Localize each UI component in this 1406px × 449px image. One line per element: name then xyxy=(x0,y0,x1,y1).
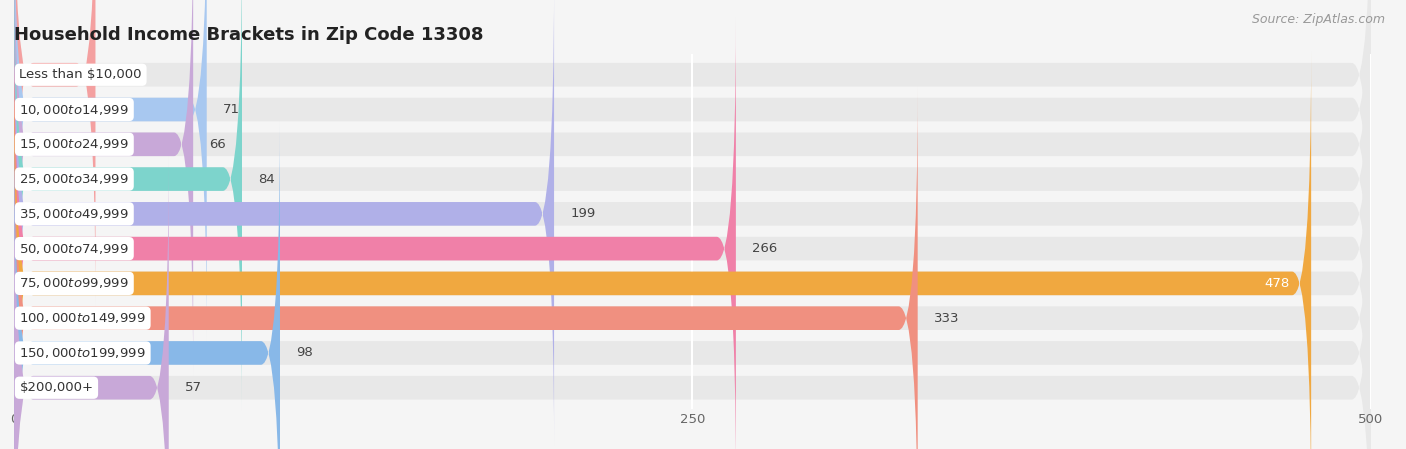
Text: $75,000 to $99,999: $75,000 to $99,999 xyxy=(20,277,129,291)
FancyBboxPatch shape xyxy=(14,17,735,449)
FancyBboxPatch shape xyxy=(14,156,1371,449)
Text: 66: 66 xyxy=(209,138,226,151)
FancyBboxPatch shape xyxy=(14,0,1371,341)
FancyBboxPatch shape xyxy=(14,0,207,341)
Text: 57: 57 xyxy=(186,381,202,394)
Text: 266: 266 xyxy=(752,242,778,255)
Text: 30: 30 xyxy=(111,68,128,81)
FancyBboxPatch shape xyxy=(14,0,1371,376)
Text: 478: 478 xyxy=(1264,277,1289,290)
Text: $25,000 to $34,999: $25,000 to $34,999 xyxy=(20,172,129,186)
Text: Less than $10,000: Less than $10,000 xyxy=(20,68,142,81)
FancyBboxPatch shape xyxy=(14,52,1371,449)
FancyBboxPatch shape xyxy=(14,0,242,411)
Text: Source: ZipAtlas.com: Source: ZipAtlas.com xyxy=(1251,13,1385,26)
FancyBboxPatch shape xyxy=(14,87,1371,449)
FancyBboxPatch shape xyxy=(14,121,280,449)
FancyBboxPatch shape xyxy=(14,17,1371,449)
FancyBboxPatch shape xyxy=(14,0,1371,411)
FancyBboxPatch shape xyxy=(14,87,918,449)
Text: 71: 71 xyxy=(224,103,240,116)
FancyBboxPatch shape xyxy=(14,52,1312,449)
FancyBboxPatch shape xyxy=(14,0,554,445)
Text: $150,000 to $199,999: $150,000 to $199,999 xyxy=(20,346,146,360)
Text: $200,000+: $200,000+ xyxy=(20,381,93,394)
Text: $35,000 to $49,999: $35,000 to $49,999 xyxy=(20,207,129,221)
FancyBboxPatch shape xyxy=(14,0,96,306)
Text: $10,000 to $14,999: $10,000 to $14,999 xyxy=(20,102,129,117)
FancyBboxPatch shape xyxy=(14,0,193,376)
Text: 84: 84 xyxy=(259,172,276,185)
FancyBboxPatch shape xyxy=(14,0,1371,306)
Text: $100,000 to $149,999: $100,000 to $149,999 xyxy=(20,311,146,325)
FancyBboxPatch shape xyxy=(14,0,1371,445)
Text: 199: 199 xyxy=(571,207,596,220)
FancyBboxPatch shape xyxy=(14,121,1371,449)
Text: 333: 333 xyxy=(934,312,959,325)
Text: 98: 98 xyxy=(297,347,314,360)
FancyBboxPatch shape xyxy=(14,156,169,449)
Text: $50,000 to $74,999: $50,000 to $74,999 xyxy=(20,242,129,255)
Text: Household Income Brackets in Zip Code 13308: Household Income Brackets in Zip Code 13… xyxy=(14,26,484,44)
Text: $15,000 to $24,999: $15,000 to $24,999 xyxy=(20,137,129,151)
